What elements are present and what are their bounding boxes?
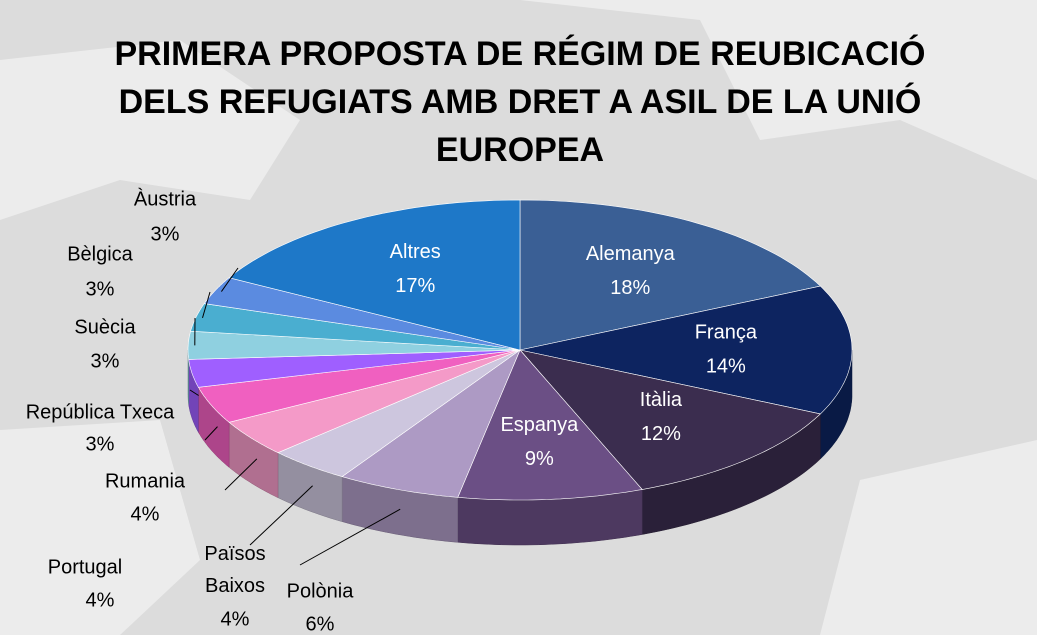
- slice: [197, 349, 521, 423]
- category-label: Rumania: [105, 470, 186, 492]
- category-label: Altres: [390, 241, 441, 263]
- category-label-line: Països: [204, 543, 265, 565]
- slice: [341, 349, 521, 498]
- leader-line: [220, 267, 239, 292]
- value-label: 3%: [86, 278, 115, 300]
- chart-title: PRIMERA PROPOSTA DE RÉGIM DE REUBICACIÓ …: [114, 35, 926, 169]
- leader-line: [202, 291, 211, 319]
- value-label: 6%: [306, 613, 335, 635]
- slice: [228, 349, 521, 454]
- map-shape: [520, 0, 1037, 180]
- slice: [457, 349, 643, 501]
- value-label: 3%: [86, 433, 115, 455]
- slice: [519, 349, 822, 490]
- category-label: Àustria: [134, 187, 197, 210]
- value-label: 3%: [91, 350, 120, 372]
- slice: [519, 199, 822, 351]
- slice: [187, 330, 521, 360]
- slice: [228, 199, 521, 351]
- leader-line: [299, 508, 401, 566]
- map-shape: [820, 440, 1037, 635]
- slice: [519, 285, 853, 415]
- value-label: 12%: [641, 423, 681, 445]
- category-label: Itàlia: [640, 389, 683, 411]
- value-label: 9%: [525, 448, 554, 470]
- category-label: Polònia: [287, 580, 355, 602]
- category-label: Espanya: [500, 414, 579, 436]
- value-label: 3%: [151, 223, 180, 245]
- value-label: 18%: [610, 277, 650, 299]
- leader-line: [204, 426, 218, 441]
- value-label: 17%: [395, 275, 435, 297]
- category-label: Països Baixos: [204, 543, 265, 597]
- map-shape: [0, 420, 200, 635]
- value-label: 4%: [86, 589, 115, 611]
- category-label: Alemanya: [586, 243, 676, 265]
- slice: [188, 349, 521, 388]
- category-label: França: [695, 321, 758, 343]
- value-label: 4%: [221, 608, 250, 630]
- map-shape: [0, 40, 300, 220]
- leader-line: [224, 458, 258, 491]
- slice: [190, 303, 521, 351]
- category-label: República Txeca: [26, 401, 175, 423]
- category-label: Portugal: [48, 556, 123, 578]
- leader-line: [249, 485, 313, 546]
- category-label: Suècia: [74, 316, 136, 338]
- leader-line: [189, 389, 199, 396]
- value-label: 4%: [131, 503, 160, 525]
- category-label: Bèlgica: [67, 243, 133, 265]
- category-label-line: Baixos: [205, 575, 265, 597]
- value-label: 14%: [706, 355, 746, 377]
- slice: [277, 349, 521, 477]
